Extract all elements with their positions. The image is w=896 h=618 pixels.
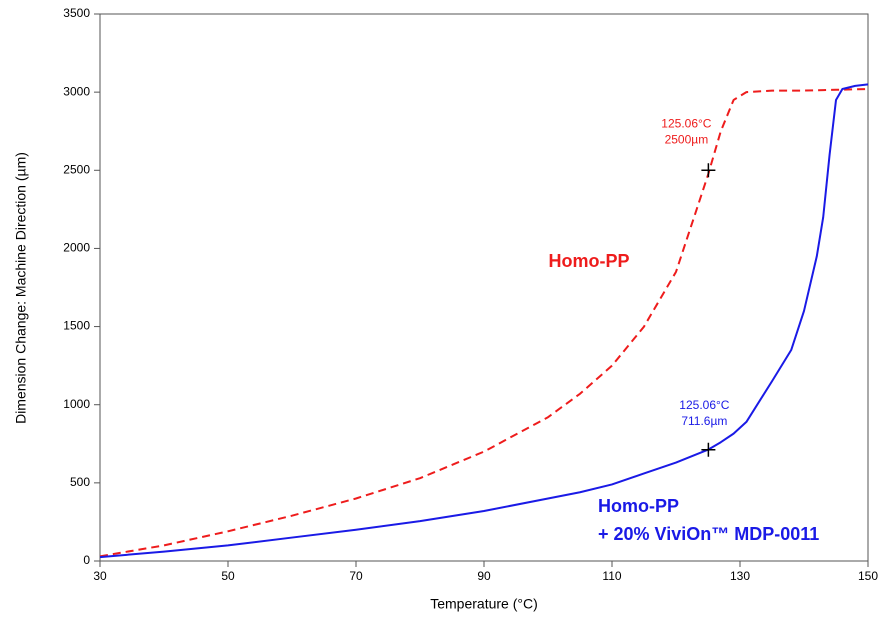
y-tick-label: 1000 xyxy=(63,397,90,411)
y-tick-label: 0 xyxy=(83,553,90,567)
y-tick-label: 3500 xyxy=(63,6,90,20)
y-tick-label: 2000 xyxy=(63,241,90,255)
y-tick-label: 500 xyxy=(70,475,90,489)
x-tick-label: 130 xyxy=(730,569,750,583)
plot-frame xyxy=(99,13,869,562)
x-tick-label: 30 xyxy=(93,569,107,583)
crosshair-marker xyxy=(701,442,716,457)
annotation-text: 125.06°C xyxy=(679,398,730,412)
y-axis-title: Dimension Change: Machine Direction (µm) xyxy=(13,152,29,424)
annotation-text: 125.06°C xyxy=(661,116,712,130)
y-tick-label: 3000 xyxy=(63,84,90,98)
x-tick-label: 70 xyxy=(349,569,363,583)
x-tick-label: 110 xyxy=(602,569,621,583)
series-line xyxy=(99,83,869,559)
x-tick-label: 150 xyxy=(858,569,878,583)
series-label: + 20% ViviOn™ MDP-0011 xyxy=(598,524,819,544)
x-axis-title: Temperature (°C) xyxy=(430,596,538,612)
series-label: Homo-PP xyxy=(598,496,679,516)
x-tick-label: 50 xyxy=(221,569,235,583)
annotation-text: 711.6µm xyxy=(681,414,727,428)
y-tick-label: 2500 xyxy=(63,162,90,176)
annotation-text: 2500µm xyxy=(665,132,709,146)
y-tick-label: 1500 xyxy=(63,319,90,333)
crosshair-marker xyxy=(701,163,716,178)
series-line xyxy=(99,88,869,558)
x-tick-label: 90 xyxy=(477,569,491,583)
series-label: Homo-PP xyxy=(549,251,630,271)
